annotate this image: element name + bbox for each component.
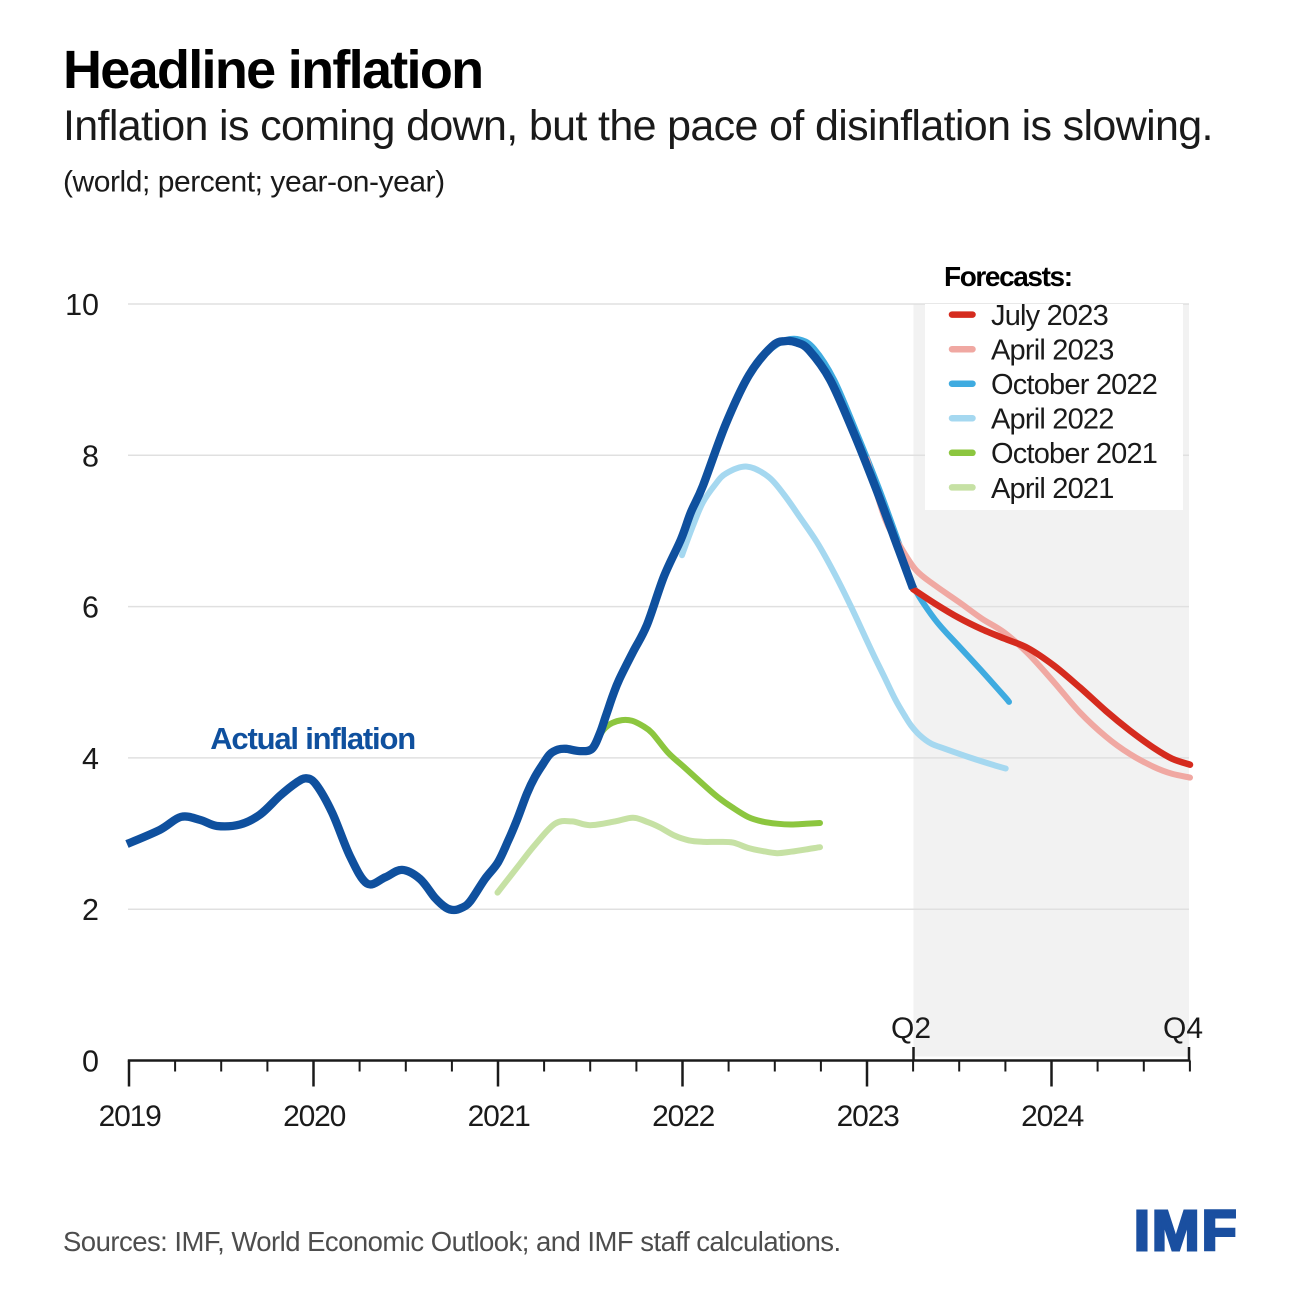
svg-text:April 2023: April 2023 [991,335,1114,367]
svg-text:2021: 2021 [468,1100,530,1133]
svg-text:8: 8 [82,439,99,473]
svg-text:Sources: IMF, World Economic O: Sources: IMF, World Economic Outlook; an… [63,1226,841,1257]
svg-text:Q2: Q2 [891,1012,931,1045]
svg-text:Headline inflation: Headline inflation [63,40,482,100]
svg-text:2020: 2020 [283,1100,345,1133]
svg-text:October 2022: October 2022 [991,369,1157,401]
svg-text:6: 6 [82,591,99,625]
svg-text:0: 0 [82,1045,99,1079]
svg-text:Actual inflation: Actual inflation [210,721,415,756]
svg-text:4: 4 [82,742,99,776]
svg-text:Forecasts:: Forecasts: [944,261,1072,292]
svg-text:(world; percent; year-on-year): (world; percent; year-on-year) [63,165,445,198]
svg-text:2019: 2019 [99,1100,161,1133]
svg-text:2022: 2022 [652,1100,714,1133]
svg-text:April 2021: April 2021 [991,473,1114,505]
svg-text:2023: 2023 [837,1100,899,1133]
svg-text:10: 10 [65,288,99,322]
svg-text:2: 2 [82,893,99,927]
svg-text:October 2021: October 2021 [991,438,1157,470]
svg-text:2024: 2024 [1021,1100,1083,1133]
svg-text:Inflation is coming down, but: Inflation is coming down, but the pace o… [63,102,1213,150]
svg-text:April 2022: April 2022 [991,404,1114,436]
svg-text:IMF: IMF [1134,1199,1239,1263]
svg-text:July 2023: July 2023 [991,300,1108,332]
svg-text:Q4: Q4 [1163,1012,1203,1045]
